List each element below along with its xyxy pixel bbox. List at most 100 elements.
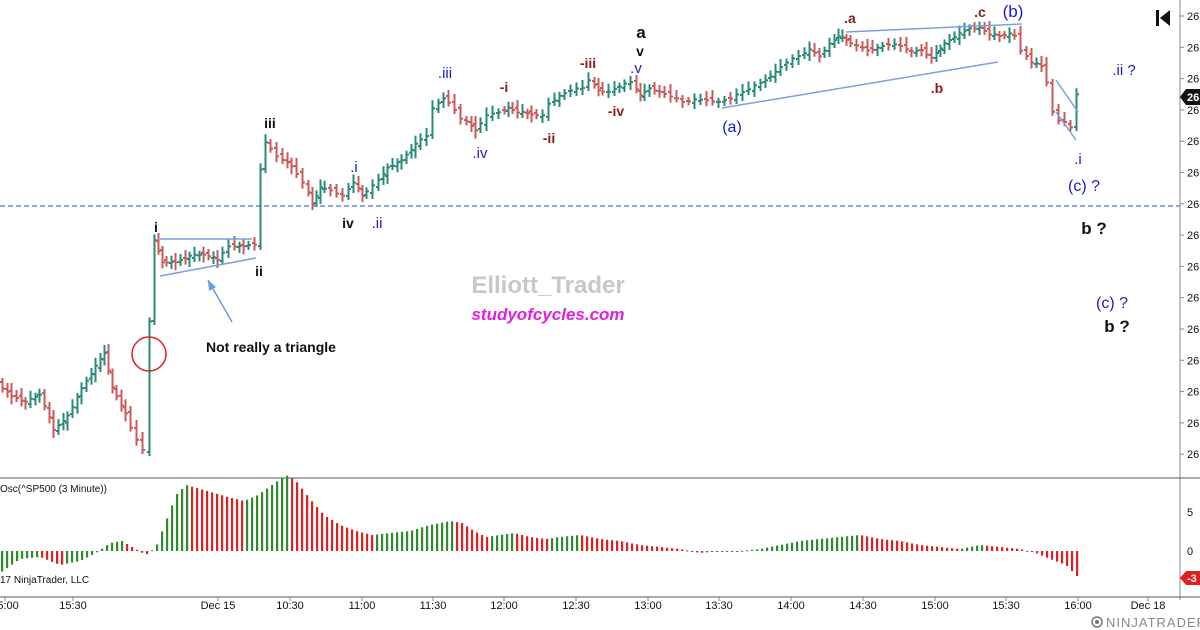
wave-label: (c) ? — [1068, 178, 1100, 195]
bar-down — [982, 22, 987, 35]
osc-bar-down — [336, 523, 339, 551]
price-axis-label: 26 — [1187, 42, 1199, 54]
bar-up — [947, 34, 952, 50]
bar-up — [89, 367, 94, 385]
bar-up — [33, 392, 38, 406]
osc-bar-up — [971, 546, 974, 551]
bar-up — [836, 28, 841, 44]
price-axis-label: 26 — [1187, 355, 1199, 367]
osc-bar-down — [921, 545, 924, 551]
osc-bar-up — [376, 534, 379, 551]
osc-bar-down — [366, 533, 369, 551]
osc-bar-down — [486, 536, 489, 551]
osc-bar-up — [76, 551, 79, 562]
bar-down — [848, 35, 853, 48]
time-axis-label: 12:30 — [562, 600, 590, 612]
osc-bar-up — [31, 551, 34, 558]
bar-down — [19, 388, 24, 407]
bar-up — [169, 255, 174, 269]
bar-up — [192, 246, 197, 262]
bar-up — [892, 38, 897, 50]
bar-up — [562, 89, 567, 100]
bar-down — [280, 148, 285, 164]
bar-up — [490, 105, 495, 121]
osc-bar-up — [276, 481, 279, 551]
nav-end-button[interactable] — [1152, 8, 1172, 28]
bar-down — [252, 237, 257, 251]
osc-bar-up — [111, 542, 114, 551]
osc-bar-up — [811, 539, 814, 551]
bar-up — [506, 101, 511, 117]
price-axis-label: 26 — [1187, 136, 1199, 148]
bar-up — [790, 54, 795, 68]
osc-bar-up — [561, 536, 564, 551]
bar-up — [875, 43, 880, 56]
osc-bar-up — [836, 537, 839, 551]
osc-bar-down — [956, 548, 959, 551]
osc-bar-up — [566, 536, 569, 551]
osc-bar-up — [501, 534, 504, 551]
osc-bar-up — [781, 544, 784, 551]
bar-down — [473, 116, 478, 139]
osc-bar-down — [591, 537, 594, 551]
bar-down — [294, 158, 299, 178]
bar-up — [197, 250, 202, 262]
osc-bar-down — [611, 540, 614, 551]
osc-bar-down — [861, 535, 864, 551]
osc-bar-up — [161, 531, 164, 551]
bar-up — [237, 241, 242, 253]
bar-down — [469, 116, 474, 132]
wave-ii-upper-line — [1055, 79, 1079, 113]
bar-down — [300, 168, 305, 189]
osc-bar-down — [346, 527, 349, 551]
bar-up — [586, 72, 591, 91]
osc-bar-down — [191, 486, 194, 551]
osc-bar-up — [776, 545, 779, 551]
bar-up — [376, 173, 381, 191]
osc-bar-down — [291, 478, 294, 551]
osc-bar-down — [886, 539, 889, 551]
bar-down — [525, 108, 530, 120]
osc-bar-up — [841, 536, 844, 551]
osc-bar-down — [521, 535, 524, 551]
osc-bar-down — [41, 551, 44, 558]
bar-down — [728, 92, 733, 105]
bar-down — [909, 47, 914, 58]
osc-bar-up — [961, 548, 964, 551]
bar-up — [147, 317, 152, 456]
osc-bar-up — [16, 551, 19, 562]
osc-bar-down — [341, 525, 344, 551]
osc-bar-down — [1046, 551, 1049, 558]
price-axis-label: 26 — [1187, 11, 1199, 23]
osc-bar-down — [351, 529, 354, 551]
osc-bar-down — [136, 549, 139, 551]
osc-bar-down — [361, 532, 364, 551]
osc-bar-up — [101, 548, 104, 551]
bar-up — [992, 26, 997, 40]
bar-up — [698, 93, 703, 105]
osc-bar-up — [1, 551, 4, 572]
bar-down — [1024, 46, 1029, 60]
osc-bar-up — [446, 521, 449, 551]
osc-bar-up — [571, 535, 574, 551]
bar-up — [478, 117, 483, 133]
wave-label: .iv — [473, 145, 489, 162]
osc-bar-up — [766, 547, 769, 551]
osc-bar-up — [496, 535, 499, 551]
bar-up — [413, 135, 418, 159]
osc-bar-down — [641, 545, 644, 551]
time-axis-label: 13:30 — [705, 600, 733, 612]
bar-up — [346, 183, 351, 200]
osc-bar-up — [256, 495, 259, 551]
bar-down — [51, 410, 56, 438]
osc-bar-up — [286, 475, 289, 551]
osc-bar-down — [656, 546, 659, 551]
osc-bar-down — [651, 546, 654, 551]
osc-last-tag: -3 — [1180, 571, 1200, 585]
osc-bar-up — [441, 522, 444, 551]
wave-label: .ii — [372, 215, 383, 232]
bar-down — [710, 90, 715, 106]
price-axis-label: 26 — [1187, 293, 1199, 305]
bar-up — [642, 83, 647, 101]
osc-bar-up — [171, 505, 174, 551]
